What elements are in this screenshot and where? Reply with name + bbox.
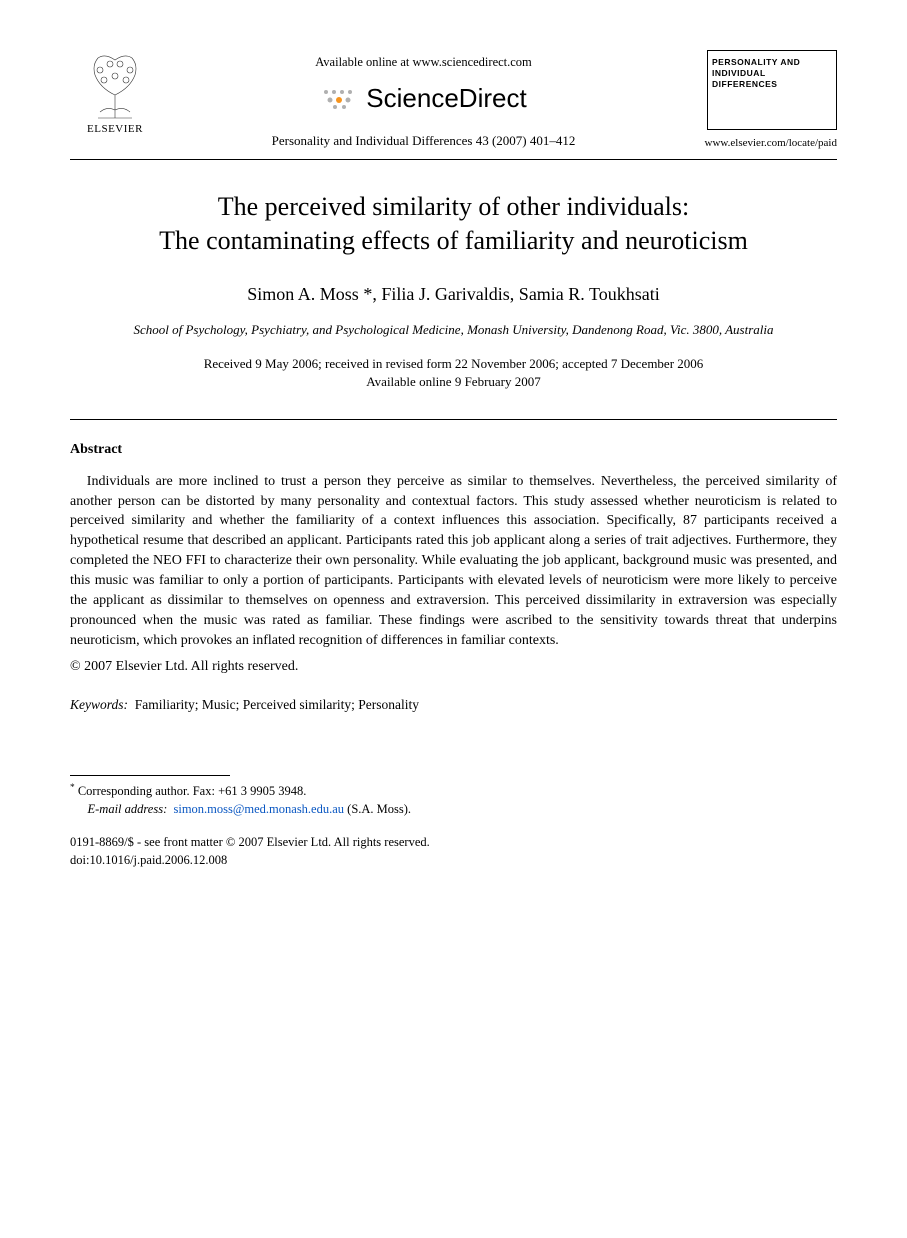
title-line-2: The contaminating effects of familiarity… <box>159 226 748 255</box>
corr-author-line: * Corresponding author. Fax: +61 3 9905 … <box>70 782 837 800</box>
elsevier-logo-block: ELSEVIER <box>70 50 160 137</box>
abstract-heading: Abstract <box>70 440 837 460</box>
corresponding-footnote: * Corresponding author. Fax: +61 3 9905 … <box>70 782 837 818</box>
right-header: PERSONALITY AND INDIVIDUAL DIFFERENCES w… <box>687 50 837 151</box>
authors-line: Simon A. Moss *, Filia J. Garivaldis, Sa… <box>70 282 837 307</box>
email-line: E-mail address: simon.moss@med.monash.ed… <box>88 800 838 818</box>
keywords-text: Familiarity; Music; Perceived similarity… <box>135 697 419 712</box>
abstract-body: Individuals are more inclined to trust a… <box>70 472 837 651</box>
header-row: ELSEVIER Available online at www.science… <box>70 50 837 151</box>
elsevier-tree-icon <box>80 50 150 120</box>
sd-dots-icon <box>320 86 360 110</box>
journal-cover-box: PERSONALITY AND INDIVIDUAL DIFFERENCES <box>707 50 837 130</box>
journal-cover-text: PERSONALITY AND INDIVIDUAL DIFFERENCES <box>712 57 832 90</box>
article-dates: Received 9 May 2006; received in revised… <box>70 355 837 391</box>
header-divider <box>70 159 837 160</box>
email-link[interactable]: simon.moss@med.monash.edu.au <box>174 802 345 816</box>
title-line-1: The perceived similarity of other indivi… <box>218 192 689 221</box>
doi-line: doi:10.1016/j.paid.2006.12.008 <box>70 852 837 870</box>
elsevier-label: ELSEVIER <box>87 122 143 137</box>
sciencedirect-text: ScienceDirect <box>366 80 526 116</box>
corr-text: Corresponding author. Fax: +61 3 9905 39… <box>78 784 307 798</box>
email-suffix: (S.A. Moss). <box>347 802 411 816</box>
sciencedirect-logo: ScienceDirect <box>320 80 526 116</box>
front-matter-block: 0191-8869/$ - see front matter © 2007 El… <box>70 834 837 869</box>
journal-reference: Personality and Individual Differences 4… <box>272 132 576 150</box>
corr-marker: * <box>70 783 75 793</box>
email-label: E-mail address: <box>88 802 168 816</box>
keywords-line: Keywords: Familiarity; Music; Perceived … <box>70 696 837 715</box>
locate-url: www.elsevier.com/locate/paid <box>705 136 837 151</box>
footnote-rule <box>70 775 230 776</box>
available-online-text: Available online at www.sciencedirect.co… <box>315 54 532 72</box>
keywords-label: Keywords: <box>70 697 128 712</box>
affiliation: School of Psychology, Psychiatry, and Ps… <box>70 321 837 339</box>
copyright-line: © 2007 Elsevier Ltd. All rights reserved… <box>70 657 837 677</box>
front-matter-line: 0191-8869/$ - see front matter © 2007 El… <box>70 834 837 852</box>
dates-received: Received 9 May 2006; received in revised… <box>204 356 704 371</box>
dates-online: Available online 9 February 2007 <box>366 374 541 389</box>
abstract-divider <box>70 419 837 420</box>
center-header: Available online at www.sciencedirect.co… <box>160 50 687 150</box>
article-title: The perceived similarity of other indivi… <box>70 190 837 258</box>
